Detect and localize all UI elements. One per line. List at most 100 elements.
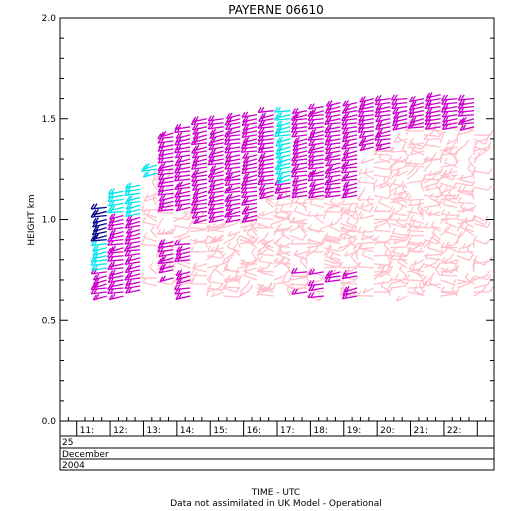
- wind-barb: [149, 262, 158, 275]
- wind-barb: [444, 217, 458, 229]
- wind-barb: [290, 238, 308, 245]
- wind-barb: [406, 167, 419, 180]
- wind-barb: [175, 273, 191, 281]
- wind-barb: [159, 130, 174, 138]
- wind-barb: [156, 262, 176, 269]
- wind-barb: [259, 152, 274, 160]
- wind-barb: [142, 163, 158, 170]
- wind-barb: [393, 112, 408, 120]
- wind-barb: [423, 235, 434, 249]
- wind-barb: [274, 207, 291, 214]
- wind-barb: [461, 206, 475, 213]
- wind-barb: [159, 263, 174, 271]
- wind-barb: [440, 209, 458, 217]
- wind-barb: [473, 279, 492, 289]
- x-tick-label: 22:: [447, 426, 461, 436]
- wind-barb: [441, 111, 458, 118]
- wind-barb: [323, 245, 342, 252]
- wind-barb: [309, 198, 324, 209]
- wind-barb: [224, 264, 241, 273]
- wind-barb: [214, 264, 224, 277]
- wind-barb: [440, 193, 461, 200]
- wind-barb: [158, 238, 174, 246]
- wind-barb: [374, 94, 391, 102]
- wind-barb: [407, 160, 424, 168]
- wind-barb: [407, 220, 424, 229]
- wind-barb: [207, 224, 224, 233]
- wind-barb: [451, 283, 458, 297]
- wind-barb: [473, 222, 491, 229]
- wind-barb: [424, 222, 441, 229]
- y-tick-label: 1.5: [42, 115, 56, 125]
- wind-barb: [435, 263, 442, 277]
- wind-barb: [409, 214, 425, 225]
- wind-barb: [464, 272, 475, 285]
- wind-barb: [473, 286, 494, 293]
- wind-barb: [140, 272, 157, 279]
- wind-barb: [357, 194, 374, 201]
- wind-barb: [420, 178, 425, 192]
- wind-barb: [257, 127, 274, 134]
- wind-barb: [390, 280, 410, 289]
- wind-barb: [440, 141, 457, 152]
- wind-barb: [418, 279, 425, 293]
- y-tick-label: 0.5: [42, 316, 56, 326]
- wind-barb: [177, 235, 191, 242]
- wind-barb: [250, 223, 258, 237]
- wind-barb: [363, 168, 375, 180]
- wind-barb: [308, 268, 324, 276]
- wind-barb: [275, 249, 291, 256]
- x-tick-label: 18:: [313, 426, 327, 436]
- wind-barb: [158, 149, 174, 157]
- wind-barb: [393, 238, 408, 245]
- wind-barb: [456, 139, 470, 152]
- wind-barb: [209, 136, 224, 144]
- wind-barb: [359, 213, 374, 220]
- wind-barb: [344, 250, 358, 257]
- wind-barb: [276, 124, 291, 132]
- wind-barb: [356, 187, 366, 200]
- wind-barb: [242, 152, 258, 159]
- x-tick-label: 11:: [80, 426, 94, 436]
- wind-barb: [345, 216, 358, 229]
- wind-barb: [227, 230, 241, 237]
- wind-barb: [325, 160, 341, 167]
- x-tick-label: 16:: [247, 426, 261, 436]
- wind-barb: [125, 271, 141, 279]
- wind-barb: [382, 175, 391, 188]
- wind-barb: [308, 139, 324, 147]
- wind-barb: [395, 170, 408, 178]
- wind-barb: [224, 179, 241, 187]
- wind-barb: [392, 247, 408, 257]
- wind-barb: [457, 94, 475, 101]
- wind-barb: [192, 168, 208, 176]
- wind-barb: [109, 213, 124, 220]
- wind-barb: [412, 259, 425, 266]
- wind-barb: [326, 269, 341, 277]
- wind-barb: [125, 243, 141, 250]
- wind-barb: [424, 252, 441, 261]
- wind-barb: [457, 277, 476, 284]
- wind-barb: [359, 100, 374, 108]
- wind-barb: [191, 204, 208, 211]
- wind-barb: [92, 217, 107, 224]
- wind-barb: [262, 239, 274, 246]
- wind-barb: [125, 287, 141, 294]
- wind-barb: [275, 112, 291, 119]
- wind-barb: [126, 231, 141, 239]
- wind-barb: [443, 258, 458, 265]
- wind-barb: [362, 287, 375, 294]
- wind-barb: [157, 185, 174, 193]
- wind-barb: [342, 132, 358, 139]
- wind-barb: [92, 293, 107, 301]
- wind-barb: [357, 261, 374, 269]
- wind-barb: [212, 235, 224, 242]
- wind-barb: [425, 184, 441, 191]
- wind-barb: [427, 210, 441, 217]
- wind-barb: [473, 274, 492, 281]
- wind-barb: [158, 141, 174, 149]
- y-tick-label: 2.0: [42, 14, 57, 24]
- wind-barb: [258, 255, 274, 265]
- wind-barb: [126, 219, 141, 227]
- plot-frame: [59, 17, 495, 422]
